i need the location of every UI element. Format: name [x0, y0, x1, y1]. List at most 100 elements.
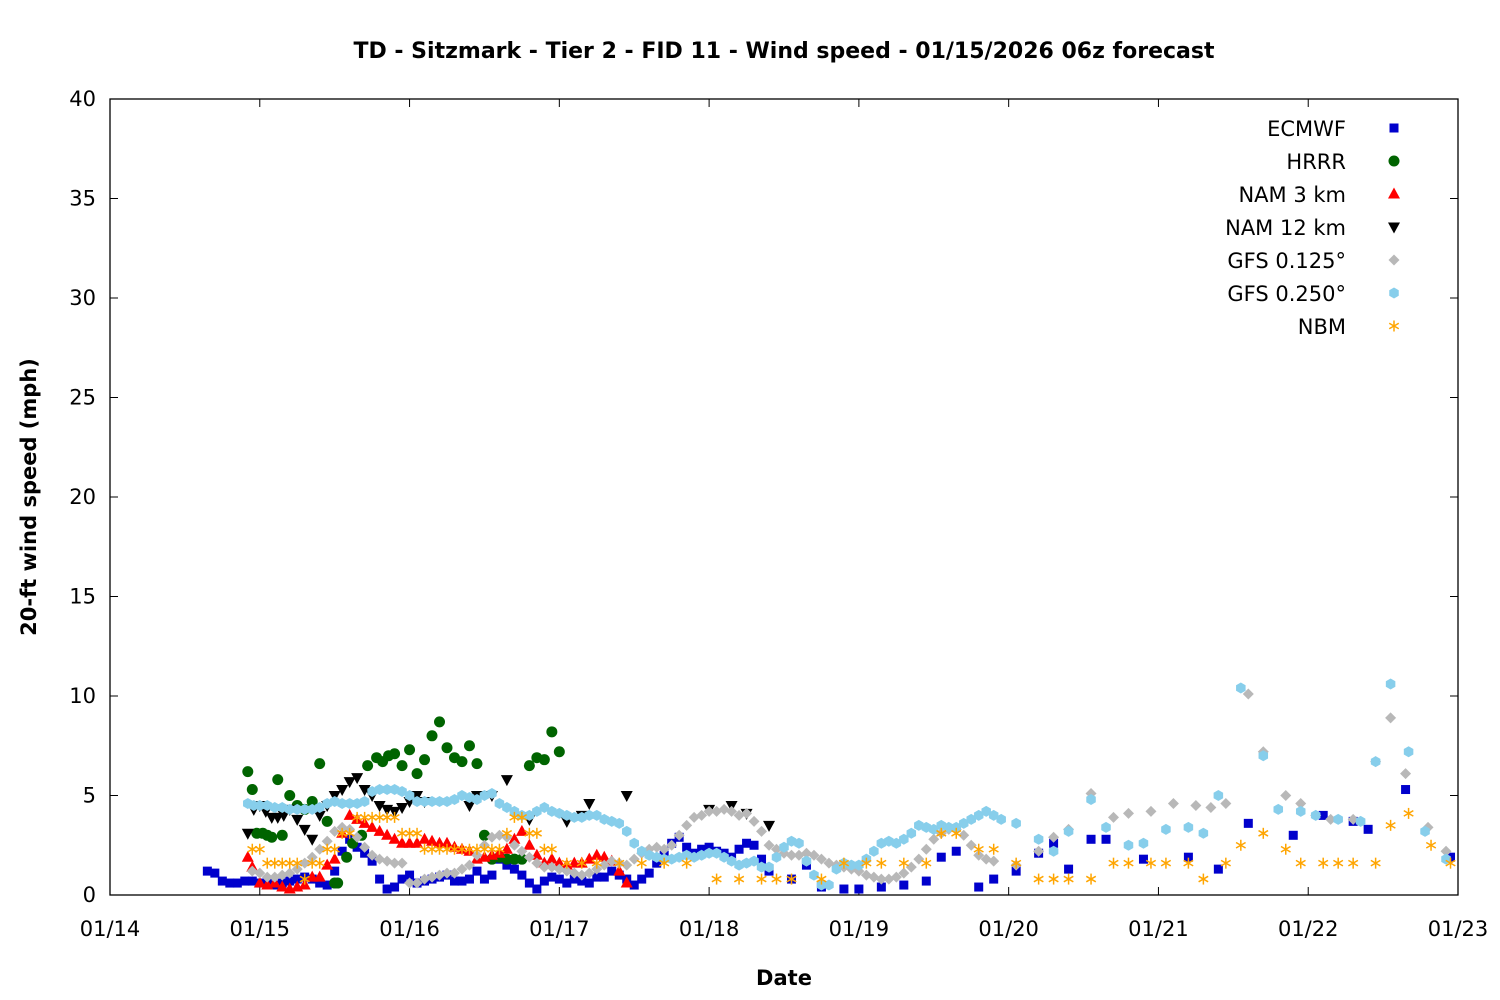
data-point [381, 828, 394, 840]
data-point [808, 849, 820, 861]
data-point [1049, 838, 1059, 848]
data-point [329, 843, 340, 855]
data-point [741, 807, 753, 819]
data-point [936, 827, 947, 839]
data-point [726, 855, 737, 867]
data-point [343, 777, 356, 789]
data-point [1288, 830, 1298, 840]
data-point [463, 859, 475, 871]
data-point [741, 857, 752, 869]
x-tick-label: 01/21 [1128, 917, 1189, 941]
data-point [255, 799, 265, 811]
legend-marker [1389, 287, 1399, 299]
data-point [396, 827, 408, 839]
data-point [913, 853, 925, 865]
data-point [726, 805, 738, 817]
data-point [524, 809, 535, 821]
data-point [1123, 857, 1134, 869]
data-point [1033, 845, 1045, 857]
data-point [1167, 797, 1179, 809]
data-point [629, 837, 639, 849]
data-point [591, 863, 603, 875]
data-point [951, 827, 962, 839]
data-point [351, 773, 364, 785]
data-point [479, 874, 489, 884]
data-point [418, 832, 431, 844]
data-point [412, 795, 422, 807]
data-point [266, 831, 278, 843]
data-point [1403, 746, 1414, 758]
data-point [607, 866, 617, 876]
data-points [202, 678, 1456, 894]
legend-marker [1388, 155, 1400, 167]
data-point [1123, 839, 1134, 851]
data-point [426, 730, 438, 742]
data-point [217, 876, 227, 886]
data-point [367, 786, 377, 798]
data-point [899, 833, 909, 845]
data-point [344, 797, 355, 809]
data-point [636, 845, 647, 857]
data-point [674, 851, 684, 863]
data-point [905, 861, 917, 873]
data-point [936, 819, 947, 831]
data-point [988, 855, 1000, 867]
data-point [965, 839, 977, 851]
data-point [524, 878, 534, 888]
legend-label: HRRR [1286, 150, 1346, 174]
data-point [253, 876, 266, 888]
data-point [336, 785, 349, 797]
x-tick-label: 01/15 [230, 917, 291, 941]
data-point [689, 851, 699, 863]
data-point [487, 870, 497, 880]
data-point [299, 873, 310, 885]
data-point [1108, 811, 1120, 823]
data-point [704, 847, 714, 859]
data-point [973, 809, 984, 821]
data-point [531, 827, 543, 839]
legend-marker [1388, 320, 1400, 332]
data-point [1363, 824, 1373, 834]
data-point [322, 797, 332, 809]
data-point [374, 784, 385, 796]
data-point [366, 820, 379, 832]
data-point [838, 857, 850, 869]
data-point [362, 760, 374, 772]
data-point [785, 849, 797, 861]
data-point [697, 844, 707, 854]
data-point [854, 884, 864, 894]
data-point [1385, 678, 1396, 690]
data-point [591, 857, 602, 869]
data-point [1258, 750, 1269, 762]
data-point [523, 851, 535, 863]
data-point [1011, 817, 1021, 829]
data-point [277, 857, 288, 869]
data-point [242, 766, 254, 778]
data-point [360, 848, 370, 858]
data-point [651, 851, 662, 863]
data-point [539, 843, 550, 855]
data-point [658, 843, 670, 855]
x-tick-label: 01/23 [1428, 917, 1489, 941]
data-point [404, 744, 416, 756]
data-point [1183, 857, 1194, 869]
data-point [500, 775, 513, 787]
data-point [621, 859, 633, 871]
data-point [284, 790, 296, 801]
y-tick-label: 25 [69, 386, 96, 410]
data-point [341, 851, 353, 863]
data-point [861, 857, 872, 869]
data-point [576, 857, 587, 869]
data-point [749, 840, 759, 850]
data-point [786, 873, 797, 885]
data-point [494, 797, 505, 809]
data-point [636, 857, 647, 869]
data-point [241, 850, 254, 862]
data-point [359, 841, 371, 853]
legend-label: GFS 0.250° [1227, 282, 1346, 306]
data-point [1048, 845, 1059, 857]
data-point [561, 857, 572, 869]
data-point [891, 837, 902, 849]
data-point [456, 756, 468, 768]
data-point [764, 861, 774, 873]
